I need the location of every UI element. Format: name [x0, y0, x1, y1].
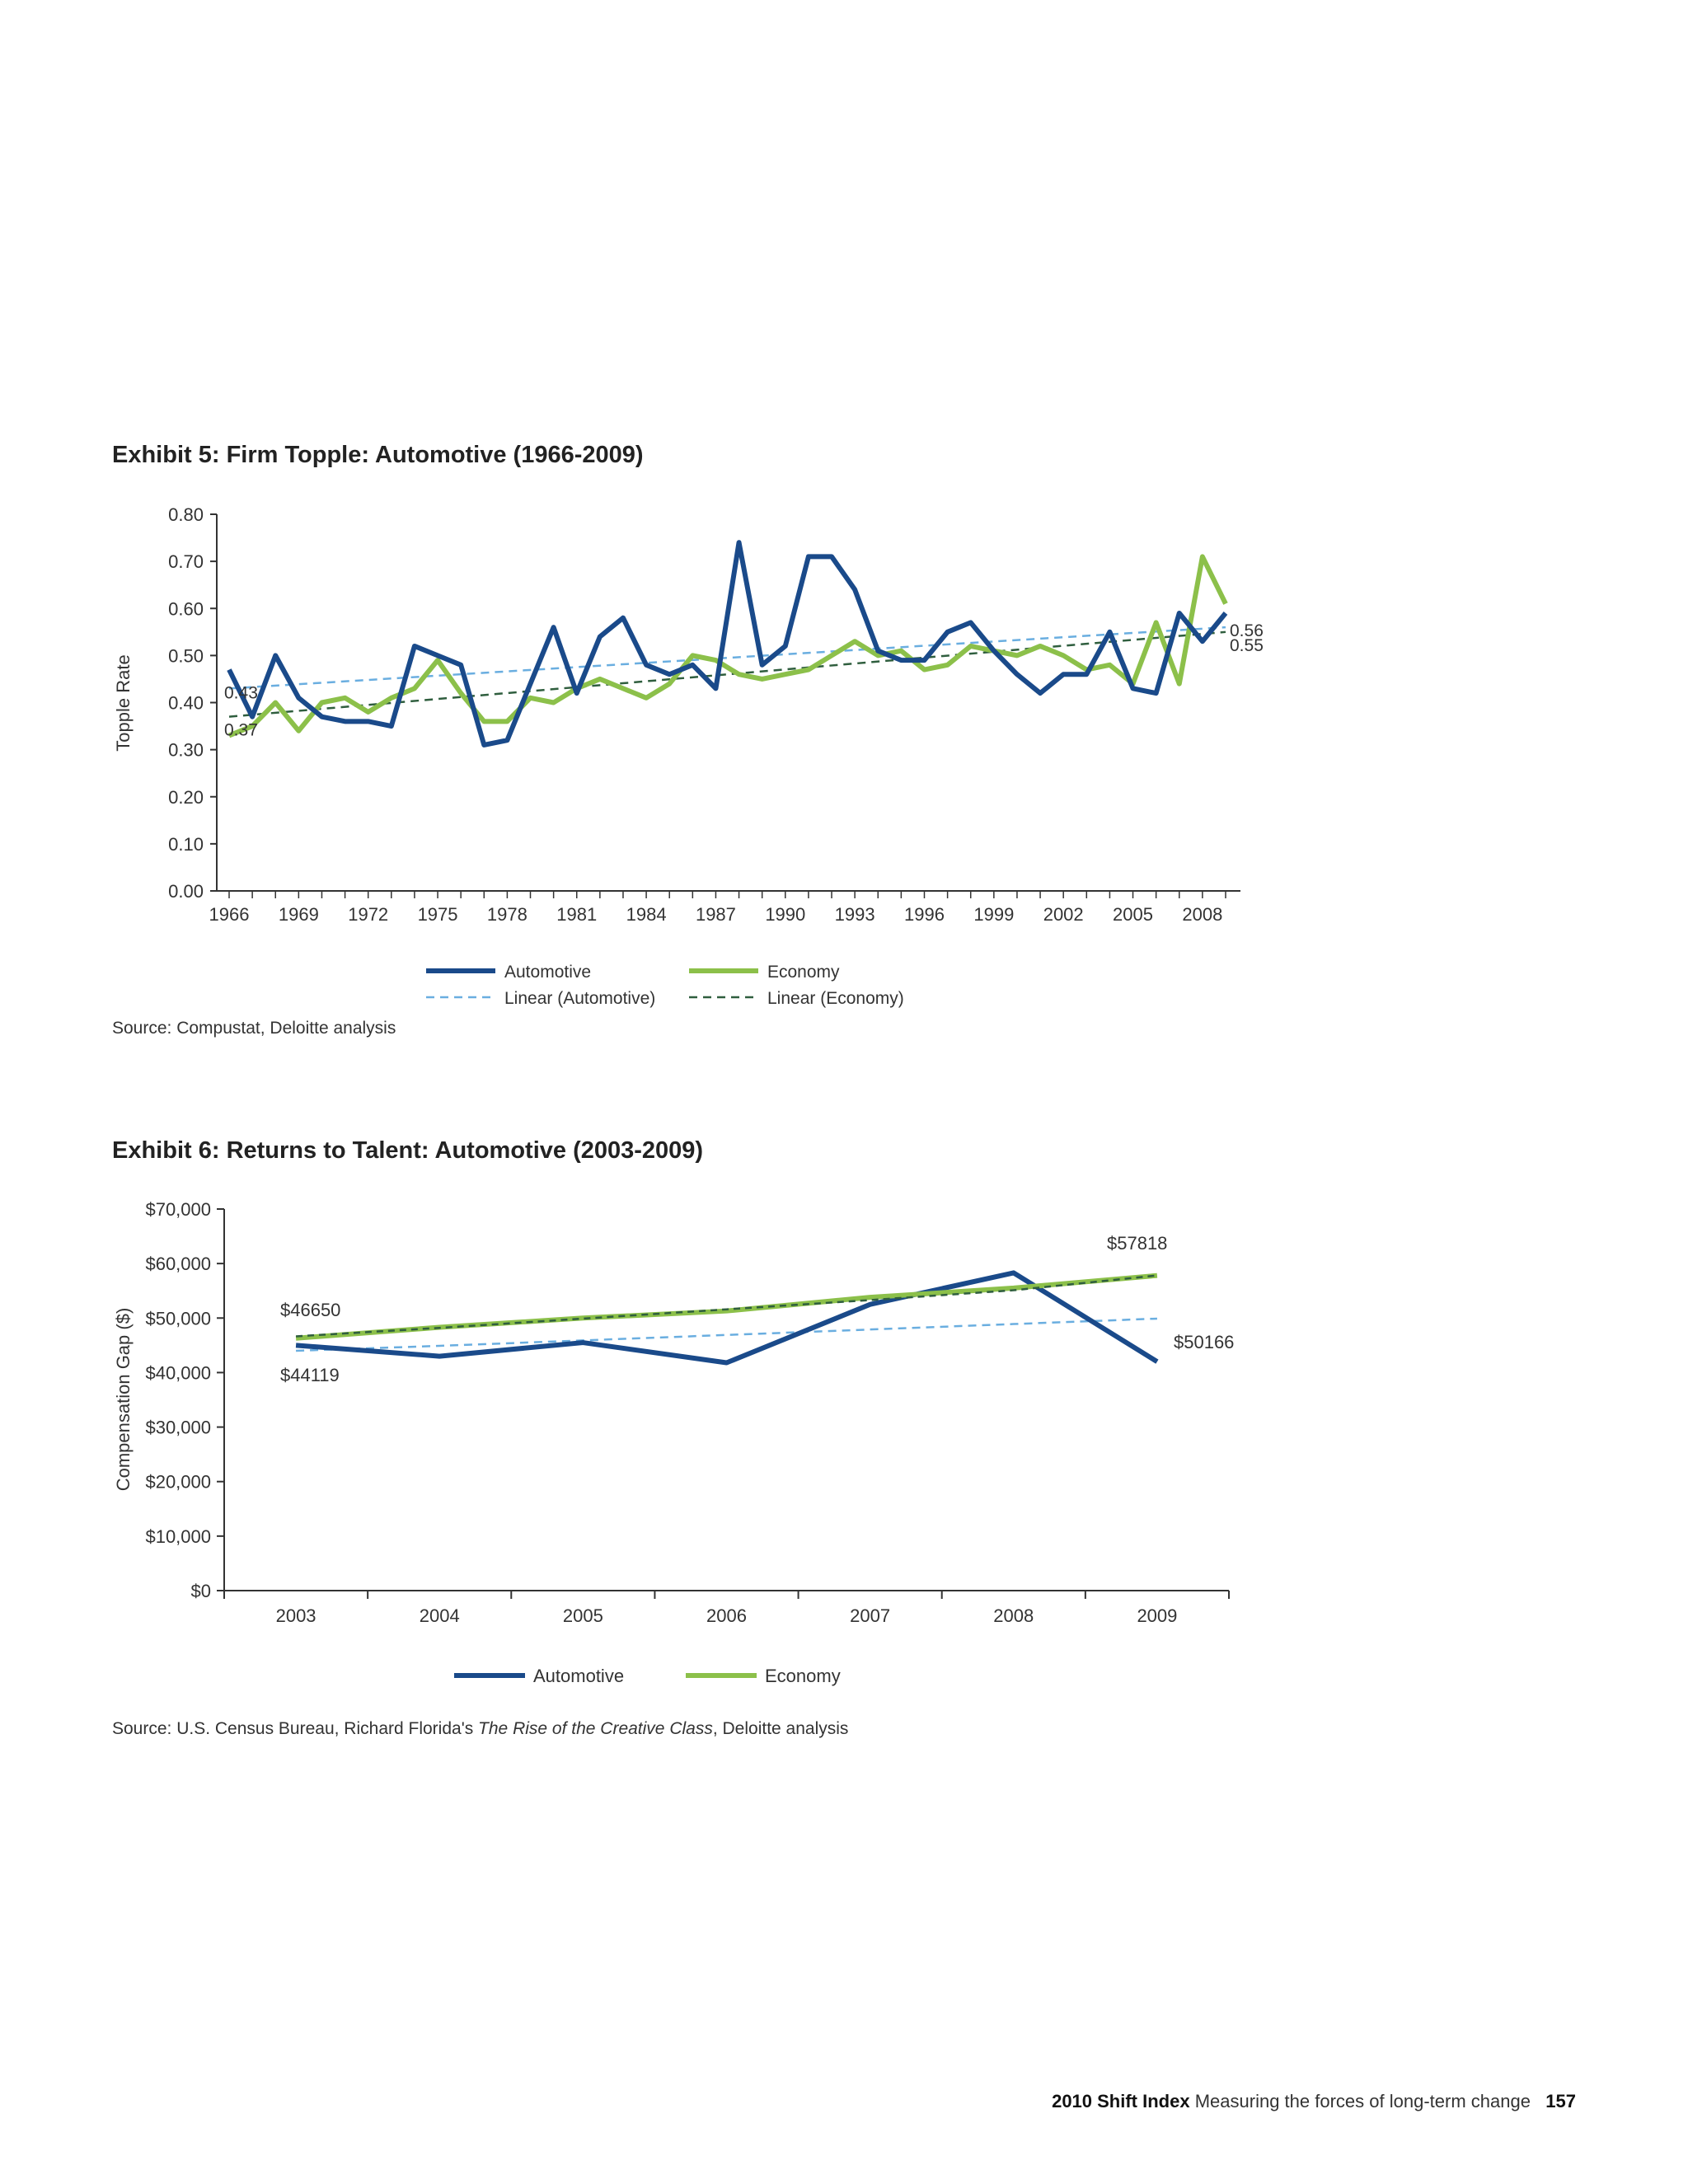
y-axis-label: Topple Rate — [113, 654, 134, 751]
y-tick-label: $40,000 — [145, 1362, 211, 1383]
x-tick-label: 2007 — [850, 1605, 890, 1626]
data-label: $50166 — [1174, 1332, 1234, 1352]
y-tick-label: $50,000 — [145, 1308, 211, 1329]
legend-label: Automotive — [504, 963, 591, 982]
x-tick-label: 1987 — [696, 904, 736, 925]
exhibit-5-title: Exhibit 5: Firm Topple: Automotive (1966… — [112, 442, 644, 468]
y-tick-label: 0.30 — [168, 740, 204, 761]
y-tick-label: 0.10 — [168, 834, 204, 855]
legend-label: Automotive — [533, 1666, 624, 1686]
y-tick-label: $70,000 — [145, 1199, 211, 1220]
trend-line-dashed-dark — [295, 1274, 1158, 1338]
x-tick-label: 2006 — [706, 1605, 747, 1626]
y-tick-label: $10,000 — [145, 1526, 211, 1547]
y-tick-label: 0.50 — [168, 645, 204, 666]
data-label: $57818 — [1107, 1233, 1167, 1254]
source-suffix: , Deloitte analysis — [712, 1719, 849, 1738]
series-line-linear-automotive — [228, 626, 1226, 690]
footer-publication: 2010 Shift Index — [1052, 2091, 1190, 2111]
y-tick-label: 0.70 — [168, 551, 204, 572]
x-tick-label: 1969 — [279, 904, 319, 925]
data-label: $46650 — [280, 1300, 340, 1320]
footer-tagline: Measuring the forces of long-term change — [1194, 2091, 1531, 2111]
y-tick-label: 0.00 — [168, 881, 204, 902]
x-tick-label: 1999 — [973, 904, 1014, 925]
x-tick-label: 2002 — [1043, 904, 1084, 925]
x-tick-label: 1993 — [835, 904, 875, 925]
data-label: $44119 — [280, 1365, 340, 1385]
series-line-economy — [227, 554, 1228, 738]
series-line-linear-economy — [228, 630, 1226, 718]
exhibit-6-source: Source: U.S. Census Bureau, Richard Flor… — [112, 1719, 848, 1739]
y-tick-label: 0.40 — [168, 693, 204, 714]
x-tick-label: 1972 — [348, 904, 388, 925]
y-tick-label: 0.20 — [168, 787, 204, 808]
page-footer: 2010 Shift Index Measuring the forces of… — [1052, 2091, 1576, 2112]
y-tick-label: $30,000 — [145, 1418, 211, 1438]
x-tick-label: 1990 — [765, 904, 805, 925]
y-axis-label: Compensation Gap ($) — [113, 1308, 134, 1492]
trend-line-dashed-light — [296, 1317, 1157, 1352]
x-tick-label: 1966 — [209, 904, 250, 925]
y-tick-label: 0.60 — [168, 598, 204, 619]
x-tick-label: 2005 — [1113, 904, 1153, 925]
footer-page-number: 157 — [1545, 2091, 1576, 2111]
series-line-automotive — [227, 540, 1228, 748]
x-tick-label: 2008 — [993, 1605, 1034, 1626]
legend-label: Economy — [765, 1666, 841, 1686]
exhibit-5-chart: 0.00 0.10 0.20 0.30 0.40 0.50 0.60 0.70 0.80 1966… — [113, 504, 1264, 1008]
x-tick-label: 1996 — [904, 904, 945, 925]
exhibit-5-source: Source: Compustat, Deloitte analysis — [112, 1019, 396, 1038]
data-label: 0.37 — [224, 721, 258, 740]
x-tick-label: 2008 — [1182, 904, 1222, 925]
data-label: 0.55 — [1230, 636, 1264, 655]
x-tick-label: 1984 — [626, 904, 667, 925]
source-book-title: The Rise of the Creative Class — [478, 1719, 713, 1738]
x-tick-label: 2009 — [1137, 1605, 1177, 1626]
x-tick-label: 1978 — [487, 904, 528, 925]
series-line-automotive — [295, 1270, 1159, 1366]
y-tick-label: $0 — [191, 1581, 211, 1601]
exhibit-6-chart: $0 $10,000 $20,000 $30,000 $40,000 $50,000 $60… — [113, 1199, 1234, 1686]
data-label: 0.56 — [1230, 621, 1264, 640]
legend-label: Economy — [767, 963, 840, 982]
y-tick-label: $20,000 — [145, 1472, 211, 1493]
data-label: 0.43 — [224, 683, 258, 702]
legend-label: Linear (Automotive) — [504, 989, 655, 1008]
x-tick-label: 1975 — [418, 904, 458, 925]
source-prefix: Source: U.S. Census Bureau, Richard Flor… — [112, 1719, 479, 1738]
x-tick-label: 1981 — [556, 904, 597, 925]
y-tick-label: 0.80 — [168, 504, 204, 525]
y-tick-label: $60,000 — [145, 1254, 211, 1274]
x-tick-label: 2003 — [276, 1605, 316, 1626]
legend-label: Linear (Economy) — [767, 989, 904, 1008]
x-tick-label: 2004 — [420, 1605, 460, 1626]
x-tick-label: 2005 — [563, 1605, 603, 1626]
exhibit-6-title: Exhibit 6: Returns to Talent: Automotive… — [112, 1137, 704, 1164]
